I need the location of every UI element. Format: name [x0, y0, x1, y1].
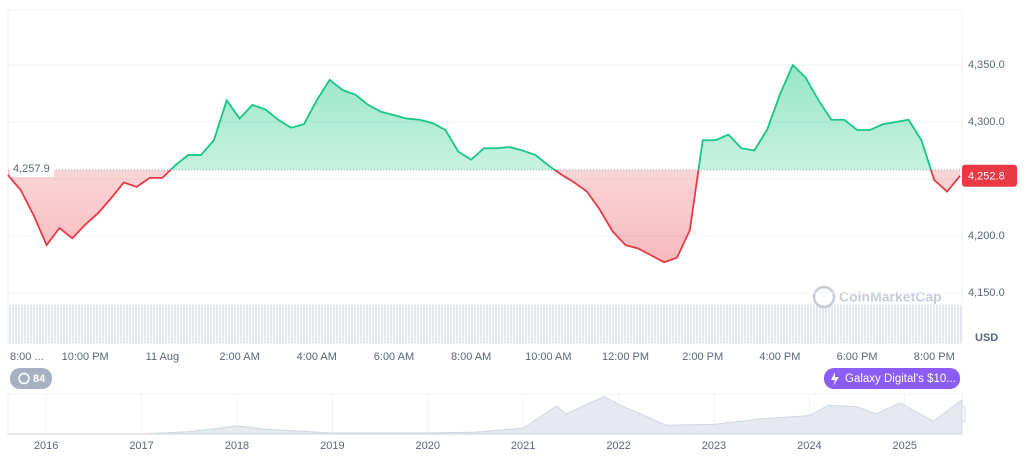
- price-line-down: [7, 169, 961, 264]
- navigator-year-label: 2016: [34, 440, 58, 452]
- y-tick-label: 4,300.0: [968, 116, 1005, 128]
- y-tick-label: 4,150.0: [968, 287, 1005, 299]
- navigator-year-label: 2024: [797, 440, 821, 452]
- watermark-text: CoinMarketCap: [839, 289, 942, 305]
- x-tick-label: 8:00 ...: [10, 351, 44, 363]
- x-tick-label: 8:00 AM: [451, 351, 491, 363]
- volume-bars: [8, 305, 962, 343]
- y-tick-label: 4,350.0: [968, 59, 1005, 71]
- baseline-label: 4,257.9: [13, 163, 50, 175]
- watermark: CoinMarketCap: [812, 285, 942, 309]
- navigator-year-label: 2020: [416, 440, 440, 452]
- x-tick-label: 4:00 AM: [297, 351, 337, 363]
- x-tick-label: 2:00 AM: [219, 351, 259, 363]
- x-tick-label: 4:00 PM: [759, 351, 800, 363]
- last-price-tag: [962, 164, 1017, 187]
- news-badge[interactable]: Galaxy Digital's $10...: [824, 368, 960, 389]
- x-tick-label: 11 Aug: [146, 351, 179, 363]
- navigator-year-label: 2025: [893, 440, 917, 452]
- navigator-area: [7, 395, 963, 435]
- navigator-year-label: 2021: [511, 440, 535, 452]
- navigator-year-label: 2019: [320, 440, 344, 452]
- events-count: 84: [33, 373, 46, 385]
- navigator-year-label: 2018: [225, 440, 249, 452]
- navigator-year-label: 2023: [702, 440, 726, 452]
- area-up: [8, 65, 960, 170]
- x-tick-label: 10:00 AM: [525, 351, 571, 363]
- navigator-year-label: 2022: [606, 440, 630, 452]
- x-tick-label: 6:00 PM: [837, 351, 878, 363]
- x-tick-label: 6:00 AM: [374, 351, 414, 363]
- baseline-label-bg: [10, 160, 54, 177]
- news-text: Galaxy Digital's $10...: [845, 373, 956, 385]
- price-line-up: [169, 63, 932, 170]
- x-tick-label: 2:00 PM: [682, 351, 723, 363]
- y-tick-label: 4,200.0: [968, 230, 1005, 242]
- navigator-year-label: 2017: [129, 440, 153, 452]
- area-down: [8, 169, 960, 263]
- x-tick-label: 8:00 PM: [914, 351, 955, 363]
- last-price-label: 4,252.8: [968, 171, 1005, 183]
- x-tick-label: 10:00 PM: [62, 351, 109, 363]
- events-badge[interactable]: 84: [10, 368, 52, 389]
- x-tick-label: 12:00 PM: [602, 351, 649, 363]
- currency-label: USD: [975, 332, 998, 344]
